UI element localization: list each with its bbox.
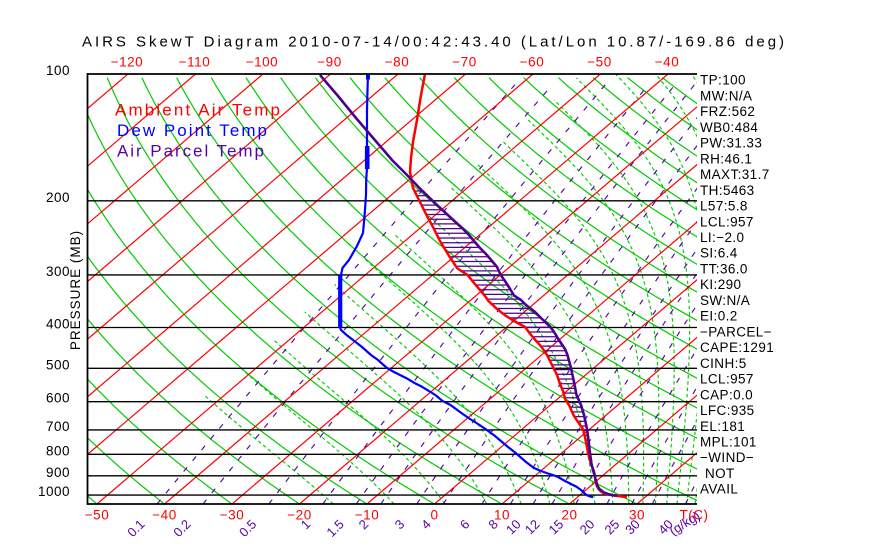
svg-text:−60: −60	[520, 55, 544, 70]
svg-text:−20: −20	[287, 508, 311, 523]
svg-text:300: 300	[46, 264, 70, 279]
svg-text:−100: −100	[246, 55, 278, 70]
svg-text:LCL:957: LCL:957	[700, 372, 754, 387]
svg-text:MAXT:31.7: MAXT:31.7	[700, 167, 770, 182]
svg-text:PW:31.33: PW:31.33	[700, 136, 762, 151]
svg-text:1000: 1000	[38, 484, 70, 499]
svg-text:CAP:0.0: CAP:0.0	[700, 387, 753, 402]
svg-text:TP:100: TP:100	[700, 73, 746, 88]
svg-text:−50: −50	[85, 508, 109, 523]
svg-text:LI:−2.0: LI:−2.0	[700, 230, 744, 245]
svg-text:600: 600	[46, 391, 70, 406]
svg-text:30: 30	[629, 508, 645, 523]
svg-text:700: 700	[46, 419, 70, 434]
svg-text:20: 20	[561, 508, 577, 523]
svg-text:−50: −50	[587, 55, 611, 70]
svg-text:0: 0	[430, 508, 438, 523]
svg-text:−40: −40	[152, 508, 176, 523]
svg-text:FRZ:562: FRZ:562	[700, 104, 755, 119]
svg-text:−90: −90	[317, 55, 341, 70]
svg-text:PRESSURE (MB): PRESSURE (MB)	[68, 230, 83, 350]
svg-text:Dew Point Temp: Dew Point Temp	[117, 121, 267, 140]
svg-text:−10: −10	[355, 508, 379, 523]
svg-text:Air Parcel Temp: Air Parcel Temp	[117, 142, 264, 161]
svg-text:RH:46.1: RH:46.1	[700, 151, 752, 166]
svg-text:−80: −80	[385, 55, 409, 70]
svg-text:SW:N/A: SW:N/A	[700, 293, 750, 308]
svg-text:−WIND−: −WIND−	[700, 450, 754, 465]
svg-text:CAPE:1291: CAPE:1291	[700, 340, 774, 355]
svg-text:CINH:5: CINH:5	[700, 356, 747, 371]
svg-text:MW:N/A: MW:N/A	[700, 88, 752, 103]
svg-text:500: 500	[46, 357, 70, 372]
svg-text:TH:5463: TH:5463	[700, 183, 755, 198]
svg-text:−30: −30	[220, 508, 244, 523]
svg-text:−110: −110	[179, 55, 210, 70]
svg-text:10: 10	[494, 508, 510, 523]
svg-text:LCL:957: LCL:957	[700, 214, 754, 229]
svg-text:NOT: NOT	[705, 466, 735, 481]
svg-text:L57:5.8: L57:5.8	[700, 199, 748, 214]
svg-text:800: 800	[46, 443, 70, 458]
svg-text:AVAIL: AVAIL	[700, 482, 738, 497]
svg-text:100: 100	[46, 63, 70, 78]
svg-text:900: 900	[46, 465, 70, 480]
svg-text:−40: −40	[655, 55, 679, 70]
svg-text:−120: −120	[111, 55, 143, 70]
svg-text:400: 400	[46, 317, 70, 332]
svg-text:T(C): T(C)	[680, 508, 709, 523]
svg-text:EL:181: EL:181	[700, 419, 745, 434]
svg-text:−PARCEL−: −PARCEL−	[700, 324, 772, 339]
svg-text:SI:6.4: SI:6.4	[700, 246, 738, 261]
svg-text:KI:290: KI:290	[700, 277, 741, 292]
svg-text:Ambient Air Temp: Ambient Air Temp	[115, 101, 280, 120]
svg-text:MPL:101: MPL:101	[700, 435, 757, 450]
svg-text:EI:0.2: EI:0.2	[700, 309, 738, 324]
svg-text:LFC:935: LFC:935	[700, 403, 755, 418]
svg-text:AIRS SkewT Diagram 2010-07-14/: AIRS SkewT Diagram 2010-07-14/00:42:43.4…	[82, 34, 784, 51]
svg-text:200: 200	[46, 190, 70, 205]
svg-text:TT:36.0: TT:36.0	[700, 262, 748, 277]
svg-text:−70: −70	[452, 55, 476, 70]
svg-text:WB0:484: WB0:484	[700, 120, 758, 135]
